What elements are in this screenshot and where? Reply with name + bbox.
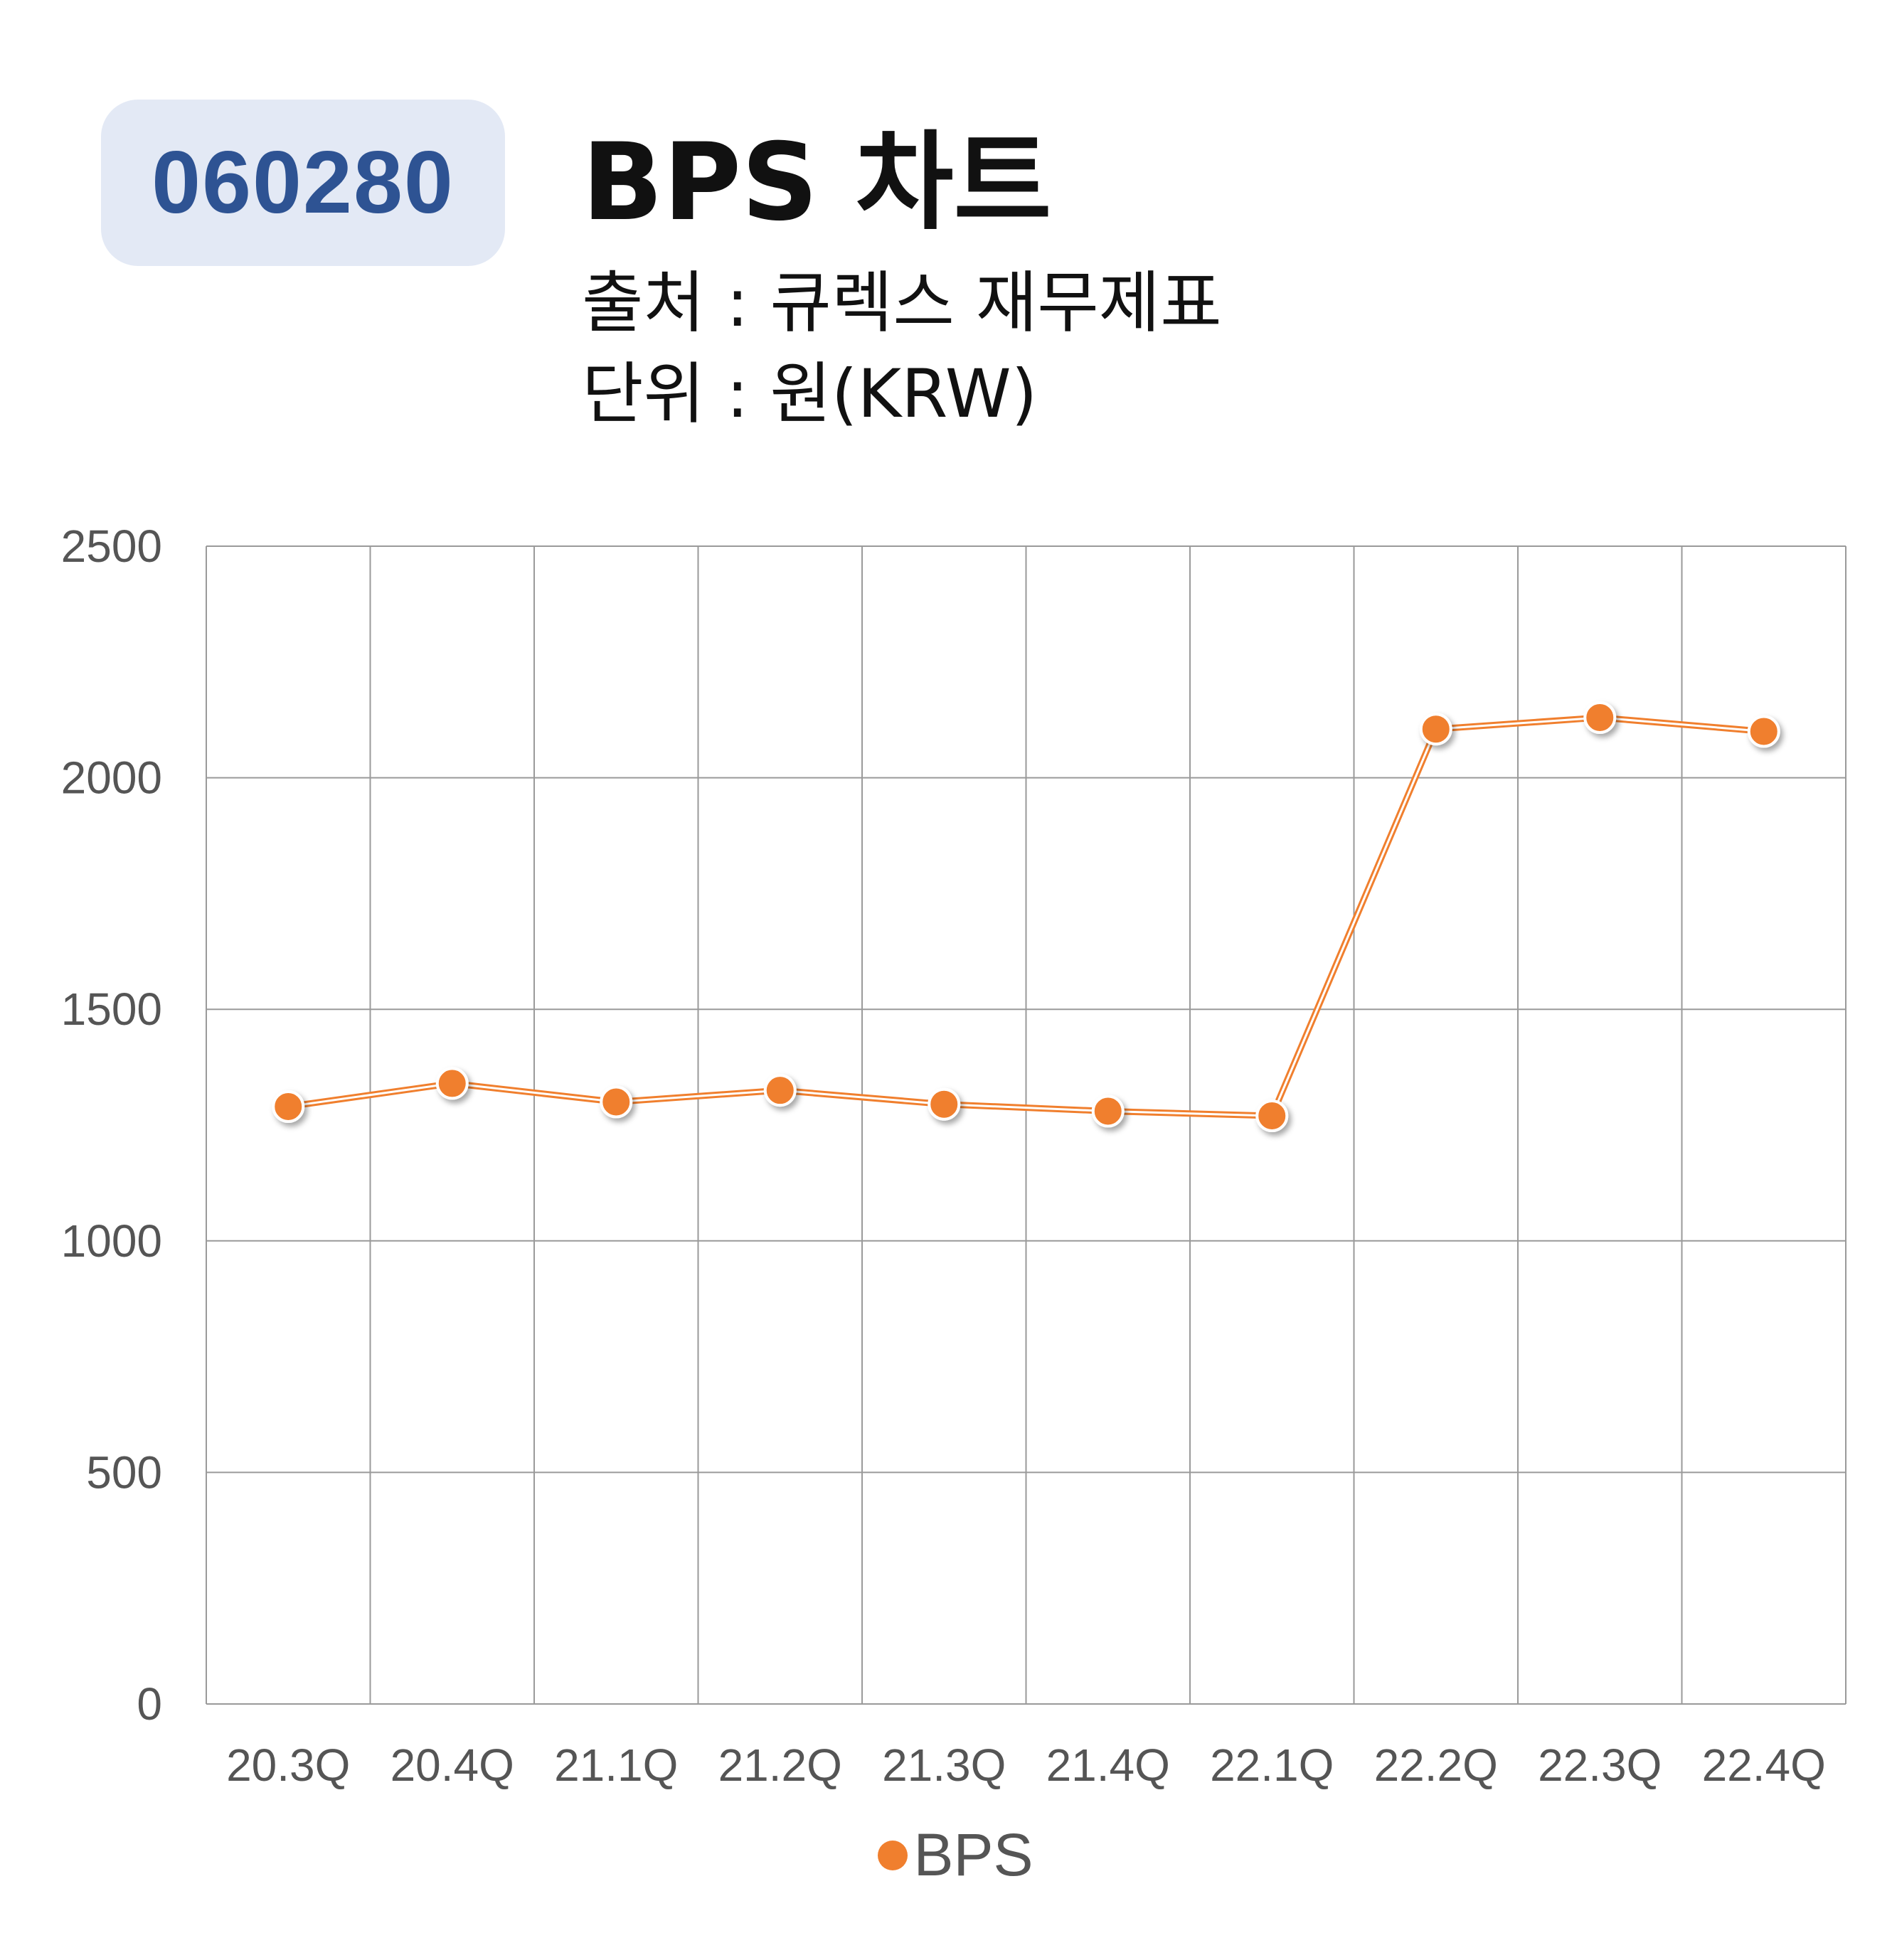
- x-tick-label: 22.4Q: [1702, 1740, 1826, 1791]
- y-tick-label: 0: [137, 1678, 162, 1730]
- x-tick-label: 21.1Q: [554, 1740, 678, 1791]
- y-tick-label: 500: [86, 1447, 162, 1498]
- y-tick-label: 1000: [61, 1215, 162, 1267]
- data-point: [763, 1074, 797, 1107]
- data-point: [272, 1090, 305, 1123]
- data-point: [1091, 1094, 1125, 1128]
- y-tick-label: 1500: [61, 984, 162, 1035]
- data-point: [1583, 701, 1617, 734]
- x-tick-label: 21.3Q: [882, 1740, 1006, 1791]
- source-label: 출처 : 큐렉스 재무제표: [582, 265, 1222, 342]
- x-tick-label: 22.1Q: [1210, 1740, 1334, 1791]
- legend-marker-icon: [878, 1840, 908, 1870]
- x-tick-label: 20.4Q: [390, 1740, 514, 1791]
- x-tick-label: 20.3Q: [226, 1740, 350, 1791]
- ticker-badge: 060280: [101, 100, 505, 266]
- data-point: [928, 1087, 961, 1121]
- data-point: [1419, 713, 1452, 746]
- x-tick-label: 22.3Q: [1538, 1740, 1662, 1791]
- x-tick-label: 21.2Q: [718, 1740, 842, 1791]
- unit-label: 단위 : 원(KRW): [582, 356, 1038, 433]
- data-point: [1255, 1099, 1289, 1132]
- y-tick-label: 2000: [61, 752, 162, 804]
- y-tick-label: 2500: [61, 521, 162, 572]
- ticker-code: 060280: [152, 134, 455, 232]
- data-point: [1747, 715, 1780, 748]
- legend-label: BPS: [913, 1821, 1033, 1888]
- x-tick-label: 22.2Q: [1374, 1740, 1498, 1791]
- data-point: [600, 1085, 633, 1119]
- x-tick-label: 21.4Q: [1046, 1740, 1170, 1791]
- series-line-highlight: [288, 716, 1764, 1117]
- data-point: [435, 1067, 469, 1100]
- chart-legend: BPS: [0, 1821, 1897, 1890]
- chart-title: BPS 차트: [582, 121, 1052, 245]
